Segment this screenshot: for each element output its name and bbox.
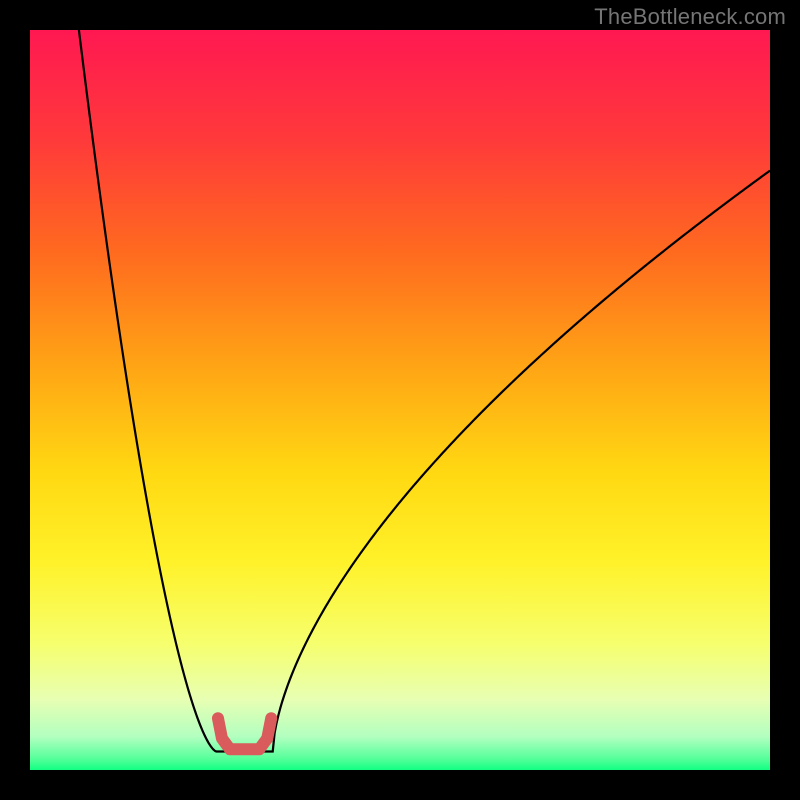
plot-background <box>30 30 770 770</box>
chart-stage: TheBottleneck.com <box>0 0 800 800</box>
bottleneck-chart <box>0 0 800 800</box>
